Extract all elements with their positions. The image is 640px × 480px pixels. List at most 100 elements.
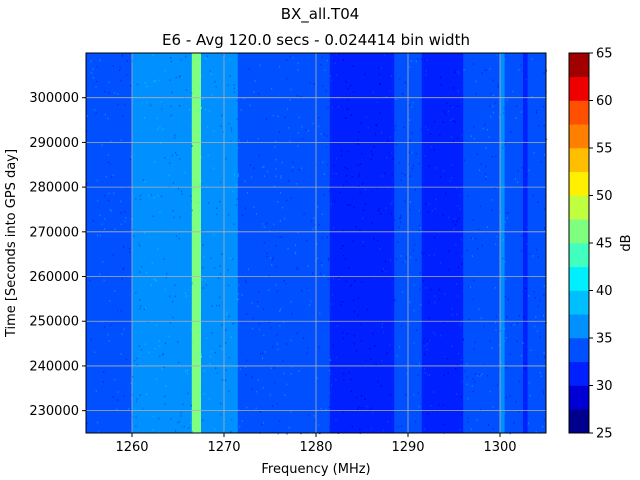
heatmap-cell (197, 201, 200, 204)
heatmap-cell (481, 244, 483, 247)
heatmap-cell (391, 407, 393, 410)
heatmap-cell (321, 237, 323, 240)
heatmap-cell (215, 367, 217, 370)
heatmap-cell (155, 252, 158, 254)
heatmap-cell (158, 340, 160, 342)
heatmap-cell (340, 420, 342, 423)
heatmap-cell (192, 57, 194, 59)
heatmap-cell (520, 354, 523, 357)
heatmap-cell (494, 321, 497, 324)
heatmap-cell (395, 98, 397, 101)
heatmap-cell (361, 407, 363, 409)
heatmap-cell (346, 108, 349, 111)
heatmap-cell (337, 105, 340, 108)
heatmap-cell (330, 105, 332, 107)
heatmap-cell (490, 379, 492, 382)
heatmap-cell (241, 142, 244, 145)
heatmap-cell (267, 301, 269, 304)
heatmap-cell (300, 289, 303, 292)
heatmap-cell (290, 411, 292, 413)
heatmap-cell (121, 368, 123, 371)
heatmap-cell (305, 415, 307, 418)
heatmap-cell (107, 273, 109, 275)
heatmap-cell (136, 379, 138, 381)
heatmap-cell (360, 163, 362, 165)
heatmap-cell (246, 304, 248, 306)
heatmap-cell (152, 54, 154, 56)
heatmap-cell (279, 65, 281, 68)
heatmap-cell (286, 199, 288, 202)
heatmap-cell (158, 79, 160, 82)
colorbar-segment (569, 124, 589, 149)
colorbar-segment (569, 243, 589, 268)
heatmap-cell (363, 359, 365, 361)
heatmap-cell (248, 68, 250, 70)
heatmap-cell (221, 198, 223, 201)
heatmap-cell (156, 81, 158, 83)
heatmap-cell (101, 200, 103, 203)
heatmap-cell (314, 168, 317, 171)
heatmap-cell (130, 75, 132, 78)
heatmap-cell (303, 373, 305, 376)
heatmap-cell (358, 216, 361, 219)
heatmap-cell (458, 308, 460, 311)
heatmap-cell (211, 332, 213, 334)
heatmap-cell (366, 405, 368, 407)
heatmap-cell (540, 211, 542, 214)
heatmap-cell (325, 219, 328, 222)
heatmap-cell (127, 168, 129, 171)
heatmap-cell (439, 295, 441, 298)
heatmap-cell (263, 97, 265, 100)
heatmap-cell (255, 213, 258, 215)
heatmap-cell (450, 177, 453, 179)
heatmap-cell (311, 359, 313, 361)
heatmap-cell (143, 308, 145, 311)
heatmap-cell (518, 168, 521, 170)
heatmap-cell (237, 185, 240, 188)
heatmap-cell (231, 402, 233, 404)
heatmap-cell (495, 328, 497, 331)
heatmap-cell (442, 121, 444, 124)
heatmap-cell (321, 213, 323, 216)
heatmap-cell (238, 375, 241, 377)
heatmap-cell (234, 54, 236, 56)
heatmap-cell (307, 129, 309, 132)
heatmap-cell (219, 402, 222, 405)
heatmap-cell (170, 212, 172, 215)
heatmap-cell (294, 252, 296, 255)
heatmap-cell (196, 62, 198, 64)
heatmap-cell (86, 283, 89, 285)
heatmap-cell (333, 385, 336, 387)
heatmap-cell (282, 175, 284, 178)
heatmap-cell (495, 219, 497, 222)
heatmap-cell (331, 200, 334, 203)
heatmap-band (316, 53, 331, 433)
heatmap-cell (484, 69, 486, 71)
heatmap-band (132, 53, 142, 433)
heatmap-cell (229, 58, 231, 61)
heatmap-cell (274, 403, 276, 406)
heatmap-cell (225, 369, 227, 372)
heatmap-cell (99, 244, 101, 247)
heatmap-cell (215, 130, 218, 133)
heatmap-cell (422, 280, 425, 283)
heatmap-cell (426, 247, 429, 249)
heatmap-cell (272, 114, 275, 117)
heatmap-cell (289, 286, 292, 289)
heatmap-band (237, 53, 271, 433)
heatmap-cell (506, 99, 509, 102)
heatmap-cell (216, 372, 218, 374)
heatmap-cell (441, 238, 443, 240)
heatmap-cell (195, 67, 198, 70)
heatmap-cell (170, 418, 172, 420)
heatmap-cell (370, 358, 372, 360)
heatmap-cell (386, 371, 388, 374)
heatmap-cell (391, 173, 393, 176)
heatmap-cell (157, 128, 159, 130)
heatmap-cell (229, 338, 232, 340)
heatmap-cell (136, 83, 138, 86)
heatmap-cell (134, 359, 136, 362)
heatmap-cell (437, 321, 440, 323)
heatmap-cell (348, 266, 350, 269)
heatmap-cell (299, 252, 302, 254)
